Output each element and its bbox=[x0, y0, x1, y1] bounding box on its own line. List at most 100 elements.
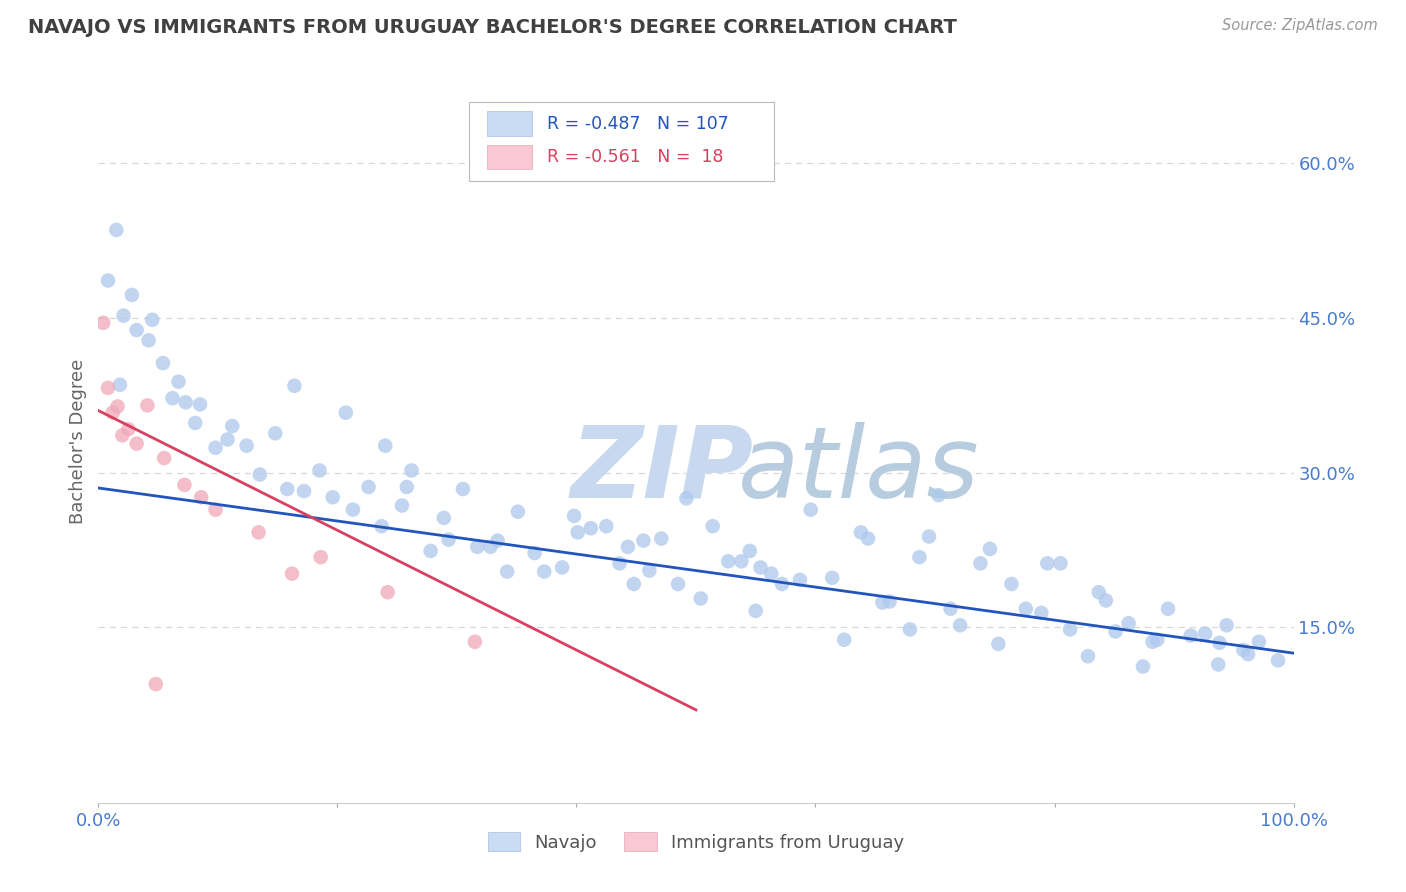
Point bbox=[1087, 585, 1109, 599]
Y-axis label: Bachelor's Degree: Bachelor's Degree bbox=[69, 359, 87, 524]
Point bbox=[1208, 636, 1230, 650]
Point bbox=[395, 480, 418, 494]
Point bbox=[322, 490, 344, 504]
Point bbox=[107, 400, 129, 414]
Point bbox=[451, 482, 474, 496]
Point bbox=[342, 502, 364, 516]
FancyBboxPatch shape bbox=[470, 102, 773, 181]
Point bbox=[1049, 557, 1071, 571]
Point bbox=[800, 502, 823, 516]
Point bbox=[949, 618, 972, 632]
Point bbox=[832, 632, 855, 647]
Point bbox=[1146, 632, 1168, 647]
Point bbox=[579, 521, 602, 535]
Point bbox=[138, 334, 160, 348]
Legend: Navajo, Immigrants from Uruguay: Navajo, Immigrants from Uruguay bbox=[481, 824, 911, 859]
Point bbox=[551, 560, 574, 574]
Point bbox=[987, 637, 1010, 651]
Point bbox=[595, 519, 617, 533]
Point bbox=[153, 451, 176, 466]
Point bbox=[173, 478, 195, 492]
Point bbox=[856, 532, 879, 546]
Point bbox=[1015, 601, 1038, 615]
Point bbox=[235, 439, 257, 453]
Point bbox=[145, 677, 167, 691]
Point bbox=[770, 577, 793, 591]
Point bbox=[308, 463, 330, 477]
Point bbox=[111, 428, 134, 442]
Point bbox=[1206, 657, 1229, 672]
Point bbox=[357, 480, 380, 494]
Point bbox=[745, 604, 768, 618]
Point bbox=[1000, 577, 1022, 591]
Point bbox=[533, 565, 555, 579]
Point bbox=[190, 490, 212, 504]
Point bbox=[264, 426, 287, 441]
Point bbox=[789, 573, 811, 587]
Point bbox=[283, 379, 305, 393]
Point bbox=[1031, 606, 1053, 620]
Point bbox=[97, 381, 120, 395]
Bar bbox=[486, 112, 533, 136]
Point bbox=[633, 533, 655, 548]
Point bbox=[1267, 653, 1289, 667]
Point bbox=[623, 577, 645, 591]
Point bbox=[479, 540, 502, 554]
Point bbox=[879, 594, 901, 608]
Point bbox=[1247, 634, 1270, 648]
Point bbox=[464, 634, 486, 648]
Point bbox=[188, 397, 211, 411]
Point bbox=[562, 508, 585, 523]
Point bbox=[969, 557, 991, 571]
Point bbox=[1215, 618, 1237, 632]
Point bbox=[650, 532, 672, 546]
Point bbox=[928, 488, 950, 502]
Point bbox=[898, 623, 921, 637]
Point bbox=[217, 433, 239, 447]
Point bbox=[108, 377, 131, 392]
Bar bbox=[486, 145, 533, 169]
Point bbox=[370, 519, 392, 533]
Point bbox=[105, 223, 128, 237]
Point bbox=[1095, 593, 1118, 607]
Point bbox=[730, 554, 752, 568]
Point bbox=[761, 566, 783, 581]
Point bbox=[221, 419, 243, 434]
Point bbox=[167, 375, 190, 389]
Point bbox=[91, 316, 114, 330]
Point bbox=[419, 544, 441, 558]
Point bbox=[204, 502, 226, 516]
Point bbox=[1118, 616, 1140, 631]
Point bbox=[174, 395, 197, 409]
Point bbox=[872, 596, 894, 610]
Point bbox=[112, 309, 135, 323]
Point bbox=[1077, 649, 1099, 664]
Point bbox=[567, 525, 589, 540]
Point bbox=[437, 533, 460, 547]
Point bbox=[121, 288, 143, 302]
Point bbox=[908, 550, 931, 565]
Point bbox=[1232, 643, 1254, 657]
Point bbox=[1180, 629, 1202, 643]
Point bbox=[1104, 624, 1126, 639]
Point bbox=[184, 416, 207, 430]
Point bbox=[496, 565, 519, 579]
Point bbox=[1157, 601, 1180, 615]
Point bbox=[97, 273, 120, 287]
Point bbox=[675, 491, 697, 506]
Point bbox=[292, 484, 315, 499]
Point bbox=[101, 406, 124, 420]
Point bbox=[374, 439, 396, 453]
Point bbox=[939, 601, 962, 615]
Point bbox=[377, 585, 399, 599]
Point bbox=[749, 560, 772, 574]
Point bbox=[1132, 659, 1154, 673]
Point bbox=[1059, 623, 1081, 637]
Point bbox=[849, 525, 872, 540]
Point bbox=[738, 544, 761, 558]
Point bbox=[125, 323, 148, 337]
Point bbox=[821, 571, 844, 585]
Text: R = -0.487   N = 107: R = -0.487 N = 107 bbox=[547, 115, 728, 133]
Point bbox=[506, 505, 529, 519]
Point bbox=[391, 499, 413, 513]
